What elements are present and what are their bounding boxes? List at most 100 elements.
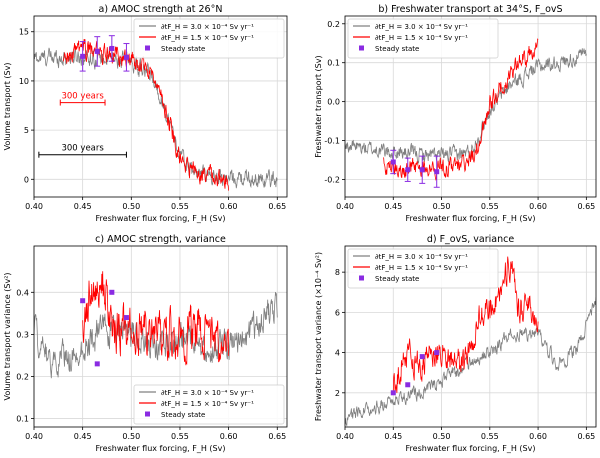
y-tick-label: 0.2 (16, 372, 29, 381)
x-tick-label: 0.45 (384, 202, 402, 211)
legend-label: Steady state (161, 411, 205, 419)
x-tick-label: 0.55 (481, 202, 499, 211)
legend-label: Steady state (375, 45, 419, 53)
y-axis-label: Freshwater transport (Sv) (314, 55, 323, 157)
legend-marker (145, 411, 150, 417)
steady-state-marker (94, 48, 100, 54)
legend-label: Steady state (161, 45, 205, 53)
y-tick-label: 15 (19, 28, 29, 37)
axes-frame (344, 15, 597, 198)
x-tick-label: 0.55 (481, 432, 499, 441)
x-tick-label: 0.40 (336, 202, 354, 211)
x-tick-label: 0.65 (577, 432, 595, 441)
steady-state-marker (123, 315, 129, 321)
steady-state-marker (80, 53, 86, 59)
x-tick-label: 0.50 (433, 432, 451, 441)
axes-frame (33, 15, 288, 198)
series-line-0 (34, 47, 278, 189)
steady-state-marker (80, 298, 86, 304)
x-tick-label: 0.60 (220, 202, 238, 211)
scale-bar-label: 300 years (61, 144, 104, 154)
y-tick-label: 5 (24, 126, 29, 135)
x-tick-label: 0.50 (433, 202, 451, 211)
y-tick-label: 6 (335, 308, 340, 317)
y-tick-label: 0 (24, 175, 29, 184)
chart-title: b) Freshwater transport at 34°S, F_ovS (378, 4, 562, 15)
x-axis-label: Freshwater flux forcing, F_H (Sv) (406, 444, 536, 453)
x-tick-label: 0.60 (529, 432, 547, 441)
legend-label: Steady state (375, 275, 419, 283)
steady-state-marker (94, 361, 100, 367)
legend-box (133, 18, 285, 59)
series-line-0 (345, 48, 587, 164)
steady-state-marker (405, 382, 411, 388)
y-tick-label: 0.2 (327, 20, 340, 29)
panel-1: 0.40 0.45 0.50 0.55 0.60 0.65 -0.2 -0.1 0.0 0.1 0.… (314, 4, 597, 223)
x-axis-label: Freshwater flux forcing, F_H (Sv) (96, 214, 226, 223)
series-line-0 (34, 291, 278, 379)
legend: ∂tF_H = 3.0 × 10⁻⁴ Sv yr⁻¹ ∂tF_H = 1.5 × … (347, 18, 499, 59)
steady-state-marker (109, 45, 115, 51)
legend: ∂tF_H = 3.0 × 10⁻⁴ Sv yr⁻¹ ∂tF_H = 1.5 × … (133, 384, 285, 425)
y-tick-label: -0.1 (324, 137, 340, 146)
x-axis-label: Freshwater flux forcing, F_H (Sv) (406, 214, 536, 223)
legend-label: ∂tF_H = 1.5 × 10⁻⁴ Sv yr⁻¹ (375, 264, 468, 272)
legend-box (347, 18, 499, 59)
axes-frame (344, 245, 597, 428)
series-line-1 (82, 271, 229, 366)
plot-area (34, 39, 278, 191)
x-tick-label: 0.55 (171, 432, 189, 441)
legend-marker (145, 45, 150, 51)
legend-label: ∂tF_H = 3.0 × 10⁻⁴ Sv yr⁻¹ (375, 23, 468, 31)
chart-title: a) AMOC strength at 26°N (99, 4, 223, 15)
chart-title: c) AMOC strength, variance (95, 234, 226, 245)
steady-state-marker (434, 169, 440, 175)
plot-area (345, 256, 596, 427)
scale-bar-label: 300 years (61, 92, 104, 102)
steady-state-marker (390, 390, 396, 396)
x-tick-label: 0.60 (220, 432, 238, 441)
series-line-1 (62, 39, 229, 191)
x-tick-label: 0.50 (122, 432, 140, 441)
axes-frame (33, 245, 288, 428)
y-tick-label: 0.1 (327, 59, 340, 68)
x-tick-label: 0.65 (577, 202, 595, 211)
y-tick-label: 0.0 (327, 98, 340, 107)
y-tick-label: 8 (335, 268, 340, 277)
legend-label: ∂tF_H = 3.0 × 10⁻⁴ Sv yr⁻¹ (161, 23, 254, 31)
legend-box (133, 384, 285, 425)
panel-2: 0.40 0.45 0.50 0.55 0.60 0.65 0.1 0.2 0.3 0.4 c) A… (3, 234, 288, 453)
x-tick-label: 0.40 (336, 432, 354, 441)
x-tick-label: 0.55 (171, 202, 189, 211)
series-line-1 (392, 256, 539, 393)
legend-label: ∂tF_H = 1.5 × 10⁻⁴ Sv yr⁻¹ (375, 34, 468, 42)
legend: ∂tF_H = 3.0 × 10⁻⁴ Sv yr⁻¹ ∂tF_H = 1.5 × … (347, 248, 499, 289)
panel-0: 300 years 300 years 0.40 0.45 0.50 0.55 0.60 0.… (3, 4, 288, 223)
legend-marker (359, 275, 364, 281)
y-tick-label: 4 (335, 349, 340, 358)
y-tick-label: 0.3 (16, 330, 29, 339)
y-tick-label: 10 (19, 77, 29, 86)
legend-label: ∂tF_H = 3.0 × 10⁻⁴ Sv yr⁻¹ (161, 389, 254, 397)
steady-state-marker (419, 167, 425, 173)
plot-area (34, 271, 278, 379)
panel-3: 0.40 0.45 0.50 0.55 0.60 0.65 2 4 6 8 d) F_ovS, va… (314, 234, 597, 453)
x-tick-label: 0.60 (529, 202, 547, 211)
steady-state-marker (419, 354, 425, 360)
y-tick-label: -0.2 (324, 175, 340, 184)
y-tick-label: 2 (335, 389, 340, 398)
legend-label: ∂tF_H = 3.0 × 10⁻⁴ Sv yr⁻¹ (375, 253, 468, 261)
y-tick-label: 0.4 (16, 288, 29, 297)
chart-title: d) F_ovS, variance (427, 234, 515, 245)
legend-label: ∂tF_H = 1.5 × 10⁻⁴ Sv yr⁻¹ (161, 400, 254, 408)
y-axis-label: Volume transport variance (Sv²) (3, 272, 12, 400)
steady-state-marker (390, 159, 396, 165)
x-axis-label: Freshwater flux forcing, F_H (Sv) (96, 444, 226, 453)
x-tick-label: 0.65 (268, 432, 286, 441)
steady-state-marker (109, 289, 115, 295)
x-tick-label: 0.50 (122, 202, 140, 211)
legend-marker (359, 45, 364, 51)
x-tick-label: 0.40 (25, 202, 43, 211)
x-tick-label: 0.45 (384, 432, 402, 441)
